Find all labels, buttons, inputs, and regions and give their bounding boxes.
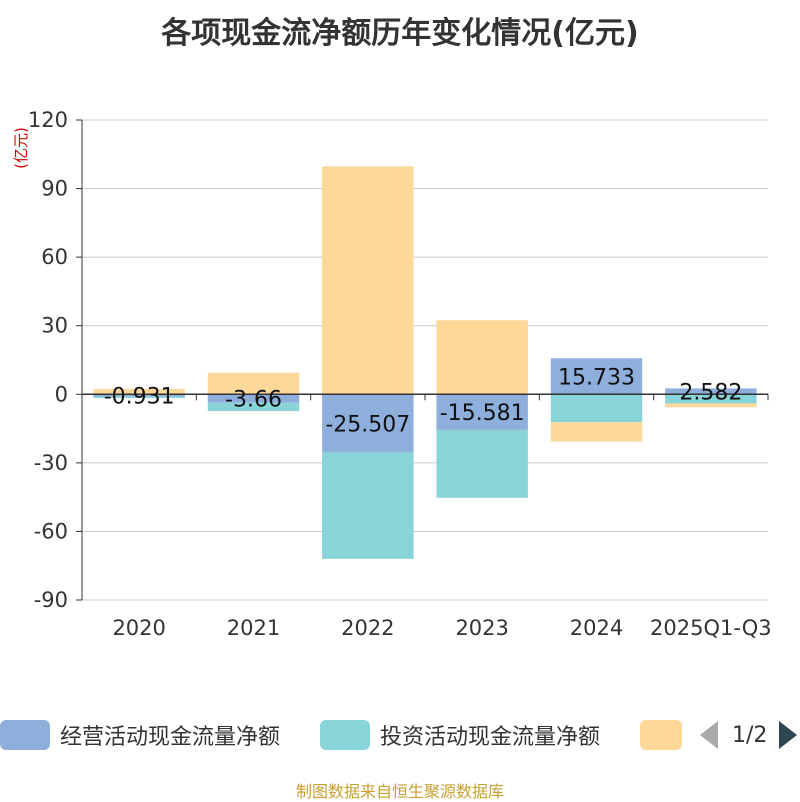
bar-series2-2022: [322, 166, 414, 395]
bar-series2-2025Q1-Q3: [665, 403, 757, 408]
y-tick-label: 120: [28, 108, 68, 132]
legend-item-investing[interactable]: 投资活动现金流量净额: [320, 718, 600, 752]
bars: [93, 166, 757, 559]
y-tick-label: 0: [55, 382, 68, 406]
bar-series1-2021: [207, 402, 300, 412]
legend-label-operating: 经营活动现金流量净额: [60, 725, 281, 750]
x-tick-label-2024: 2024: [570, 616, 623, 640]
data-label-2025Q1-Q3: 2.582: [679, 380, 742, 405]
bar-series1-2023: [436, 429, 528, 498]
bar-series2-2024: [550, 422, 643, 442]
legend-swatch-operating: [0, 720, 50, 750]
legend-swatch-investing: [320, 720, 370, 750]
bar-series2-2020: [93, 389, 185, 395]
legend-item-operating[interactable]: 经营活动现金流量净额: [0, 718, 280, 752]
chart-canvas: 120 90 60 30 0 -30 -60 -90 2020 2021 2022 2023 2024 2…: [12, 108, 772, 640]
bar-series2-2021: [207, 372, 300, 395]
y-tick-label: -90: [34, 588, 68, 612]
bar-series0-2025Q1-Q3: [665, 388, 757, 395]
bar-series0-2020: [93, 394, 185, 397]
pager-prev-icon[interactable]: [700, 721, 718, 749]
bar-series2-2023: [436, 320, 528, 395]
data-label-2021: -3.66: [225, 387, 282, 412]
x-tick-label-2022: 2022: [341, 616, 394, 640]
legend-item-financing[interactable]: [640, 718, 682, 752]
x-tick-label-2020: 2020: [112, 616, 165, 640]
y-tick-label: 30: [41, 314, 68, 338]
x-tick-label-2021: 2021: [227, 616, 280, 640]
data-labels: -0.931 -3.66 -25.507 -15.581 15.733 2.582: [104, 365, 743, 437]
x-tick-label-2023: 2023: [455, 616, 508, 640]
legend-pager: 1/2: [700, 718, 798, 752]
bar-series0-2023: [436, 394, 528, 430]
bar-series0-2022: [322, 394, 414, 453]
legend-swatch-financing: [640, 720, 682, 750]
y-axis-label: (亿元): [12, 127, 30, 169]
data-label-2024: 15.733: [558, 365, 635, 390]
bar-series1-2024: [550, 394, 643, 423]
axes: 120 90 60 30 0 -30 -60 -90 2020 2021 2022 2023 2024 2…: [28, 108, 772, 640]
legend: 经营活动现金流量净额 投资活动现金流量净额 1/2: [0, 718, 800, 752]
y-tick-label: 60: [41, 245, 68, 269]
source-note: 制图数据来自恒生聚源数据库: [295, 782, 504, 801]
bar-series0-2024: [550, 358, 643, 395]
x-tick-label-2025Q1-Q3: 2025Q1-Q3: [650, 616, 772, 640]
grid-lines: [82, 119, 768, 601]
bar-series1-2022: [322, 452, 414, 559]
data-label-2022: -25.507: [325, 412, 410, 437]
data-label-2020: -0.931: [104, 384, 175, 409]
bar-series1-2025Q1-Q3: [665, 394, 757, 404]
y-tick-label: -60: [34, 519, 68, 543]
chart-title: 各项现金流净额历年变化情况(亿元): [161, 16, 639, 51]
y-tick-label: -30: [34, 451, 68, 475]
y-tick-label: 90: [41, 177, 68, 201]
data-label-2023: -15.581: [440, 401, 525, 426]
legend-label-investing: 投资活动现金流量净额: [380, 725, 601, 750]
bar-series1-2020: [93, 396, 185, 399]
pager-page-indicator: 1/2: [732, 722, 768, 748]
pager-next-icon[interactable]: [779, 721, 798, 749]
bar-series0-2021: [207, 394, 300, 403]
